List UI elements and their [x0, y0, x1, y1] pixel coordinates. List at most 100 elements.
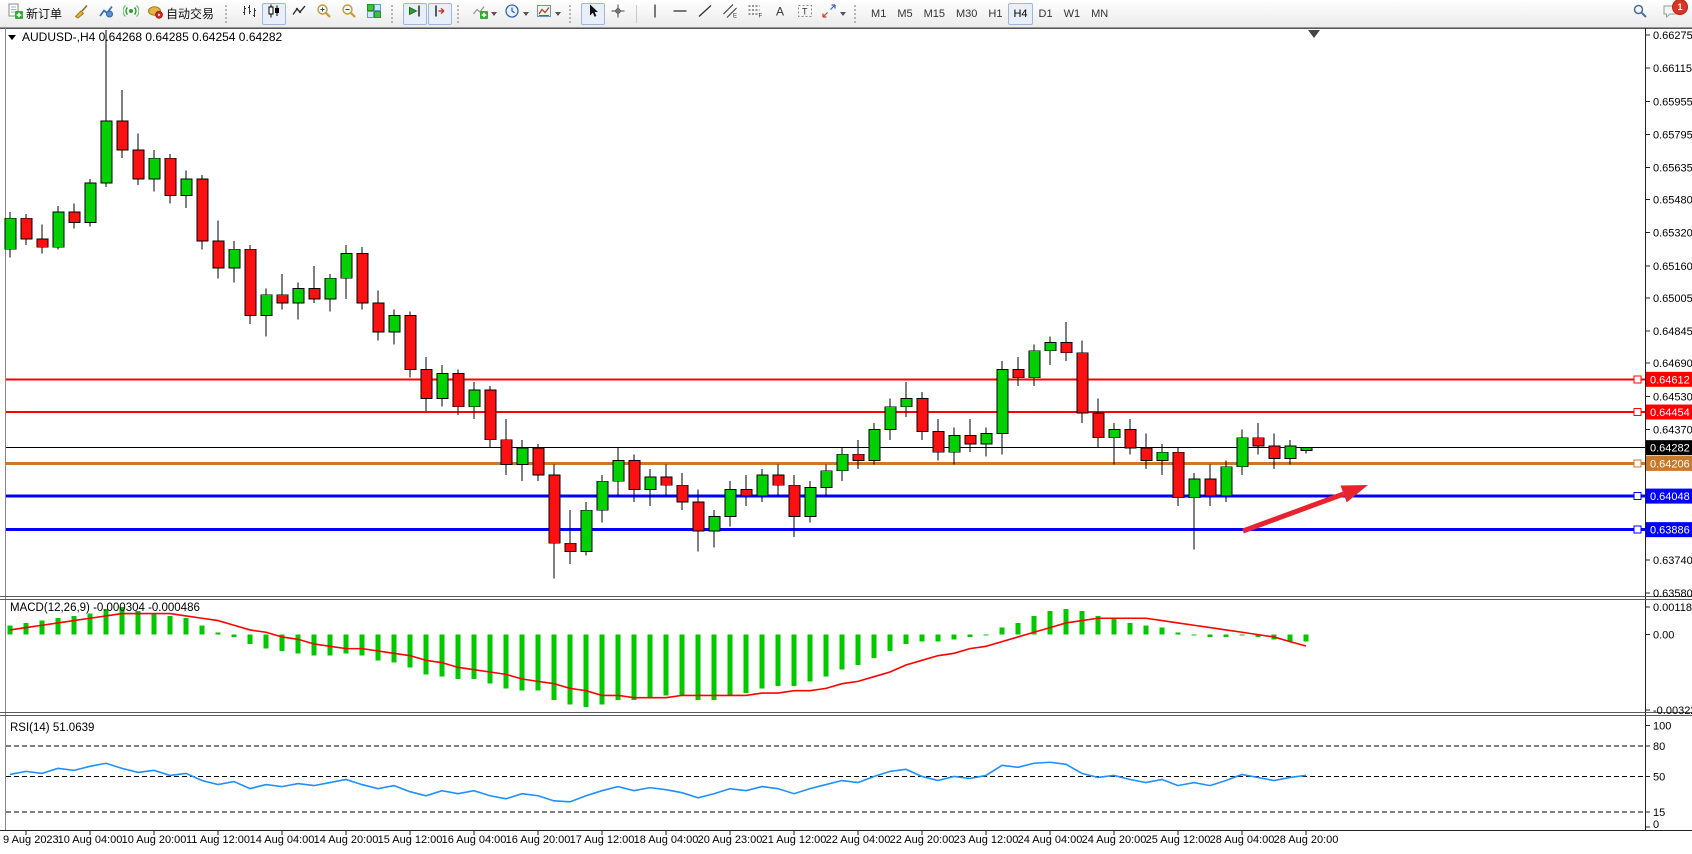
price-tick-label: 0.66275 [1653, 30, 1692, 42]
line-chart-button[interactable] [287, 3, 311, 25]
rsi-tick-label: 100 [1653, 721, 1671, 733]
rsi-tick-label: 80 [1653, 741, 1665, 753]
candle-body-down [1268, 445, 1281, 459]
trendline-button[interactable] [693, 3, 717, 25]
timeframe-h1[interactable]: H1 [988, 7, 1003, 20]
zoom-in-button[interactable] [312, 3, 336, 25]
time-tick-label: 28 Aug 20:00 [1274, 834, 1339, 846]
macd-histogram-bar [663, 634, 669, 696]
auto-trading-button[interactable]: 自动交易 [144, 3, 220, 25]
macd-histogram-bar [215, 632, 221, 635]
zoom-out-button[interactable] [337, 3, 361, 25]
chart-shift-button[interactable] [428, 2, 453, 25]
toolbar-grip[interactable] [854, 4, 861, 23]
cursor-button[interactable] [581, 2, 606, 25]
chart-title-bar[interactable]: AUDUSD-,H4 0.64268 0.64285 0.64254 0.642… [8, 30, 282, 44]
tile-windows-button[interactable] [362, 3, 386, 25]
signal-button[interactable] [119, 3, 143, 25]
candle-body-down [692, 501, 705, 532]
equidistant-channel-button[interactable]: E [718, 3, 742, 25]
arrows-button[interactable] [818, 3, 849, 25]
trend-arrow-head [1340, 485, 1368, 503]
rsi-tick-label: 50 [1653, 771, 1665, 783]
candle-body-up [980, 433, 993, 445]
candle-body-up [516, 447, 529, 466]
macd-histogram-bar [903, 634, 909, 644]
candle-body-up [1236, 437, 1249, 468]
price-line-label-box [1646, 455, 1692, 471]
toolbar-grip[interactable] [391, 4, 398, 23]
candle-body-up [948, 435, 961, 453]
timeframe-m15[interactable]: M15 [923, 7, 945, 20]
auto-scroll-button[interactable] [403, 2, 428, 25]
price-line-label-box [1646, 488, 1692, 504]
candle-body-up [1156, 451, 1169, 461]
fibonacci-button[interactable]: F [743, 3, 767, 25]
broom-button[interactable] [69, 3, 93, 25]
candle-body-down [1092, 412, 1105, 439]
candle-body-down [36, 238, 49, 248]
crosshair-button[interactable] [606, 3, 630, 25]
candle-body-up [1284, 445, 1297, 459]
timeframe-mn[interactable]: MN [1091, 7, 1109, 20]
rsi-tick-label: 0 [1653, 819, 1659, 831]
new-order-label: 新订单 [26, 7, 63, 21]
timeframe-d1[interactable]: D1 [1038, 7, 1053, 20]
price-tick-label: 0.65480 [1653, 195, 1692, 207]
bar-chart-button[interactable] [237, 3, 261, 25]
macd-histogram-bar [1223, 634, 1229, 637]
toolbar-grip[interactable] [457, 4, 464, 23]
toolbar-grip[interactable] [569, 4, 576, 23]
macd-histogram-bar [55, 618, 61, 635]
macd-histogram-bar [1303, 634, 1309, 642]
text-label-icon: T [797, 3, 813, 24]
timeframe-w1[interactable]: W1 [1063, 7, 1081, 20]
toolbar-grip[interactable] [225, 4, 232, 23]
vertical-line-button[interactable] [643, 3, 667, 25]
macd-histogram-bar [359, 634, 365, 656]
price-tick-label: 0.63740 [1653, 555, 1692, 567]
macd-histogram-bar [695, 634, 701, 701]
candle-body-down [628, 460, 641, 490]
timeframe-m5[interactable]: M5 [897, 7, 913, 20]
horizontal-line-button[interactable] [668, 3, 692, 25]
candle-body-down [20, 217, 33, 240]
templates-button[interactable] [533, 3, 564, 25]
timeframe-h4[interactable]: H4 [1008, 2, 1033, 25]
time-tick-label: 24 Aug 04:00 [1018, 834, 1083, 846]
candle-body-up [388, 315, 401, 333]
new-order-button[interactable]: 新订单 [4, 3, 68, 25]
candle-body-down [244, 248, 257, 316]
text-button[interactable]: A [768, 3, 792, 25]
chat-button[interactable]: 1 [1658, 0, 1688, 25]
macd-histogram-bar [1047, 611, 1053, 635]
candle-body-up [148, 157, 161, 180]
candle-body-down [404, 315, 417, 370]
candle-body-down [196, 178, 209, 242]
auto-trading-label: 自动交易 [166, 7, 215, 21]
macd-histogram-bar [551, 634, 557, 701]
trendline-icon [697, 3, 713, 24]
macd-histogram-bar [199, 625, 205, 635]
price-line-label: 0.64282 [1650, 443, 1690, 455]
symbol-dropdown-icon[interactable] [8, 34, 16, 40]
timeframe-m30[interactable]: M30 [956, 7, 978, 20]
macd-histogram-bar [1111, 618, 1117, 635]
macd-histogram-bar [919, 634, 925, 642]
candle-body-down [68, 211, 81, 223]
macd-histogram-bar [1015, 622, 1021, 635]
text-label-button[interactable]: T [793, 3, 817, 25]
macd-histogram-bar [791, 634, 797, 687]
macd-histogram-bar [295, 634, 301, 654]
price-tick-label: 0.65955 [1653, 96, 1692, 108]
time-tick-label: 10 Aug 04:00 [58, 834, 123, 846]
timeframe-m1[interactable]: M1 [871, 7, 887, 20]
search-button[interactable] [1628, 3, 1652, 25]
candle-body-up [868, 429, 881, 461]
market-watch-button[interactable] [94, 3, 118, 25]
periods-button[interactable] [501, 3, 532, 25]
candle-body-up [1108, 429, 1121, 439]
indicators-button[interactable] [469, 3, 500, 25]
candlestick-chart-button[interactable] [262, 2, 287, 25]
